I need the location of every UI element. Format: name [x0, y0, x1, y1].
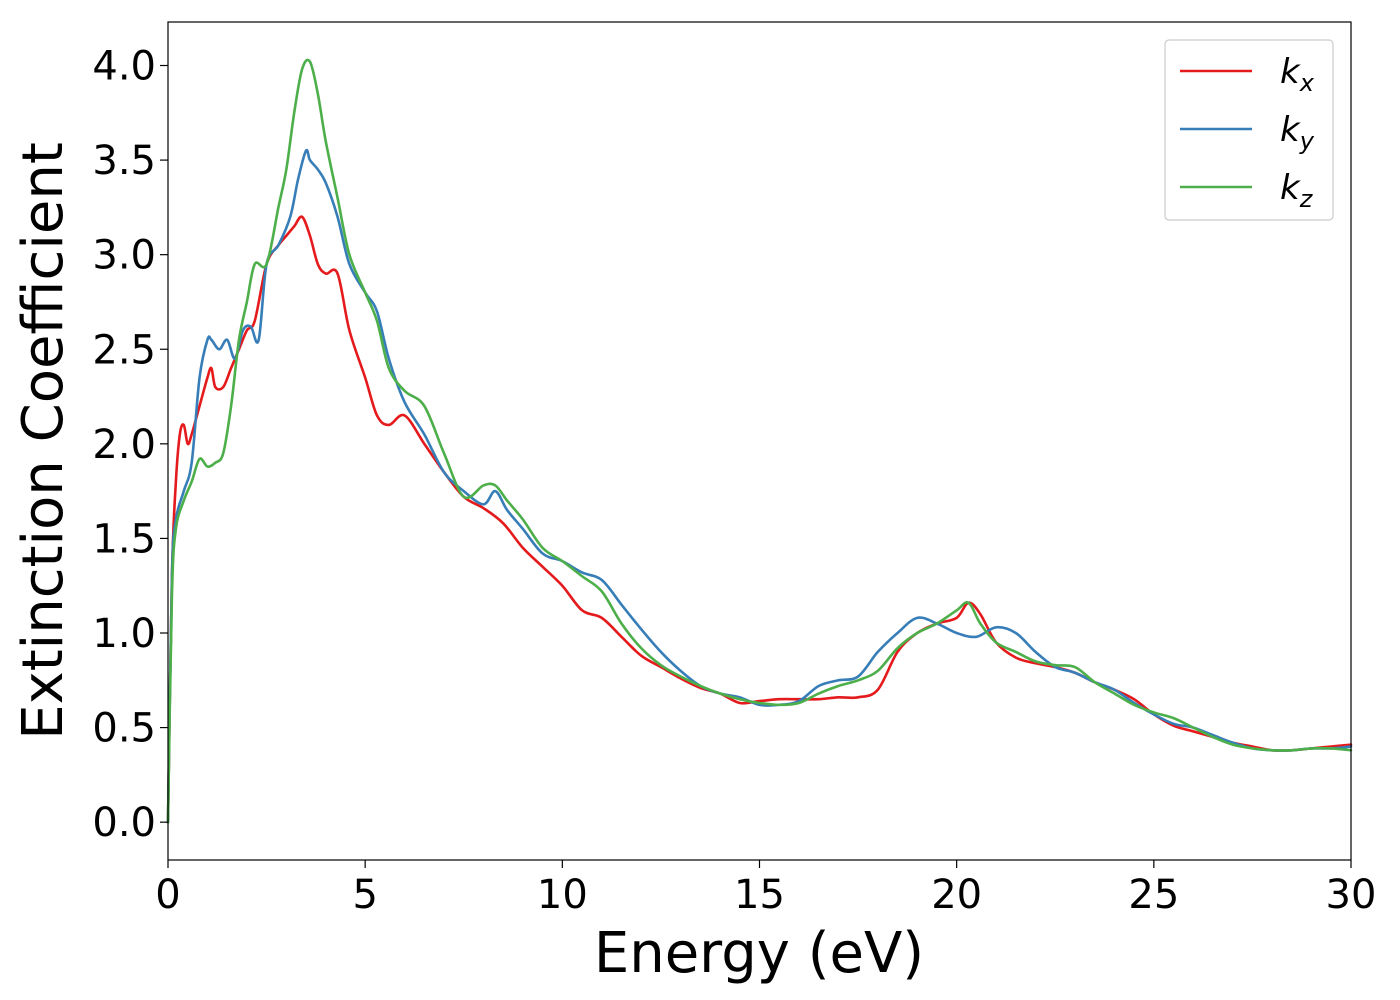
y-axis-ticks: 0.0 0.5 1.0 1.5 2.0 2.5 3.0 3.5 4.0: [92, 44, 168, 846]
x-axis-ticks: 0 5 10 15 20 25 30: [155, 860, 1376, 918]
legend-label-ky: ky: [1280, 110, 1315, 155]
x-axis-label: Energy (eV): [594, 921, 924, 986]
y-tick-label: 1.5: [92, 516, 156, 562]
series-layer: [166, 58, 1353, 824]
y-tick-label: 4.0: [92, 44, 156, 90]
y-axis-label: Extinction Coefficient: [11, 142, 76, 740]
legend-label-kx: kx: [1280, 52, 1315, 97]
legend-label-kz: kz: [1280, 168, 1314, 213]
x-tick-label: 5: [352, 872, 377, 918]
x-tick-label: 25: [1128, 872, 1179, 918]
y-tick-label: 0.0: [92, 800, 156, 846]
y-tick-label: 2.5: [92, 327, 156, 373]
x-tick-label: 10: [537, 872, 588, 918]
x-tick-label: 15: [734, 872, 785, 918]
legend: kx ky kz: [1164, 39, 1334, 221]
y-tick-label: 3.5: [92, 138, 156, 184]
x-tick-label: 20: [931, 872, 982, 918]
plot-area: [168, 22, 1351, 860]
x-tick-label: 30: [1326, 872, 1377, 918]
x-tick-label: 0: [155, 872, 180, 918]
y-tick-label: 2.0: [92, 422, 156, 468]
y-tick-label: 0.5: [92, 706, 156, 752]
y-tick-label: 3.0: [92, 233, 156, 279]
series-line-kz: [166, 58, 1353, 824]
y-tick-label: 1.0: [92, 611, 156, 657]
